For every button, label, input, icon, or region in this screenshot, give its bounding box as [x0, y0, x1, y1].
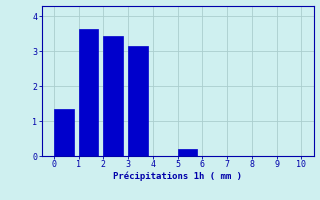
- Bar: [54, 109, 74, 156]
- X-axis label: Précipitations 1h ( mm ): Précipitations 1h ( mm ): [113, 172, 242, 181]
- Bar: [178, 149, 197, 156]
- Bar: [103, 36, 123, 156]
- Bar: [128, 46, 148, 156]
- Bar: [79, 29, 99, 156]
